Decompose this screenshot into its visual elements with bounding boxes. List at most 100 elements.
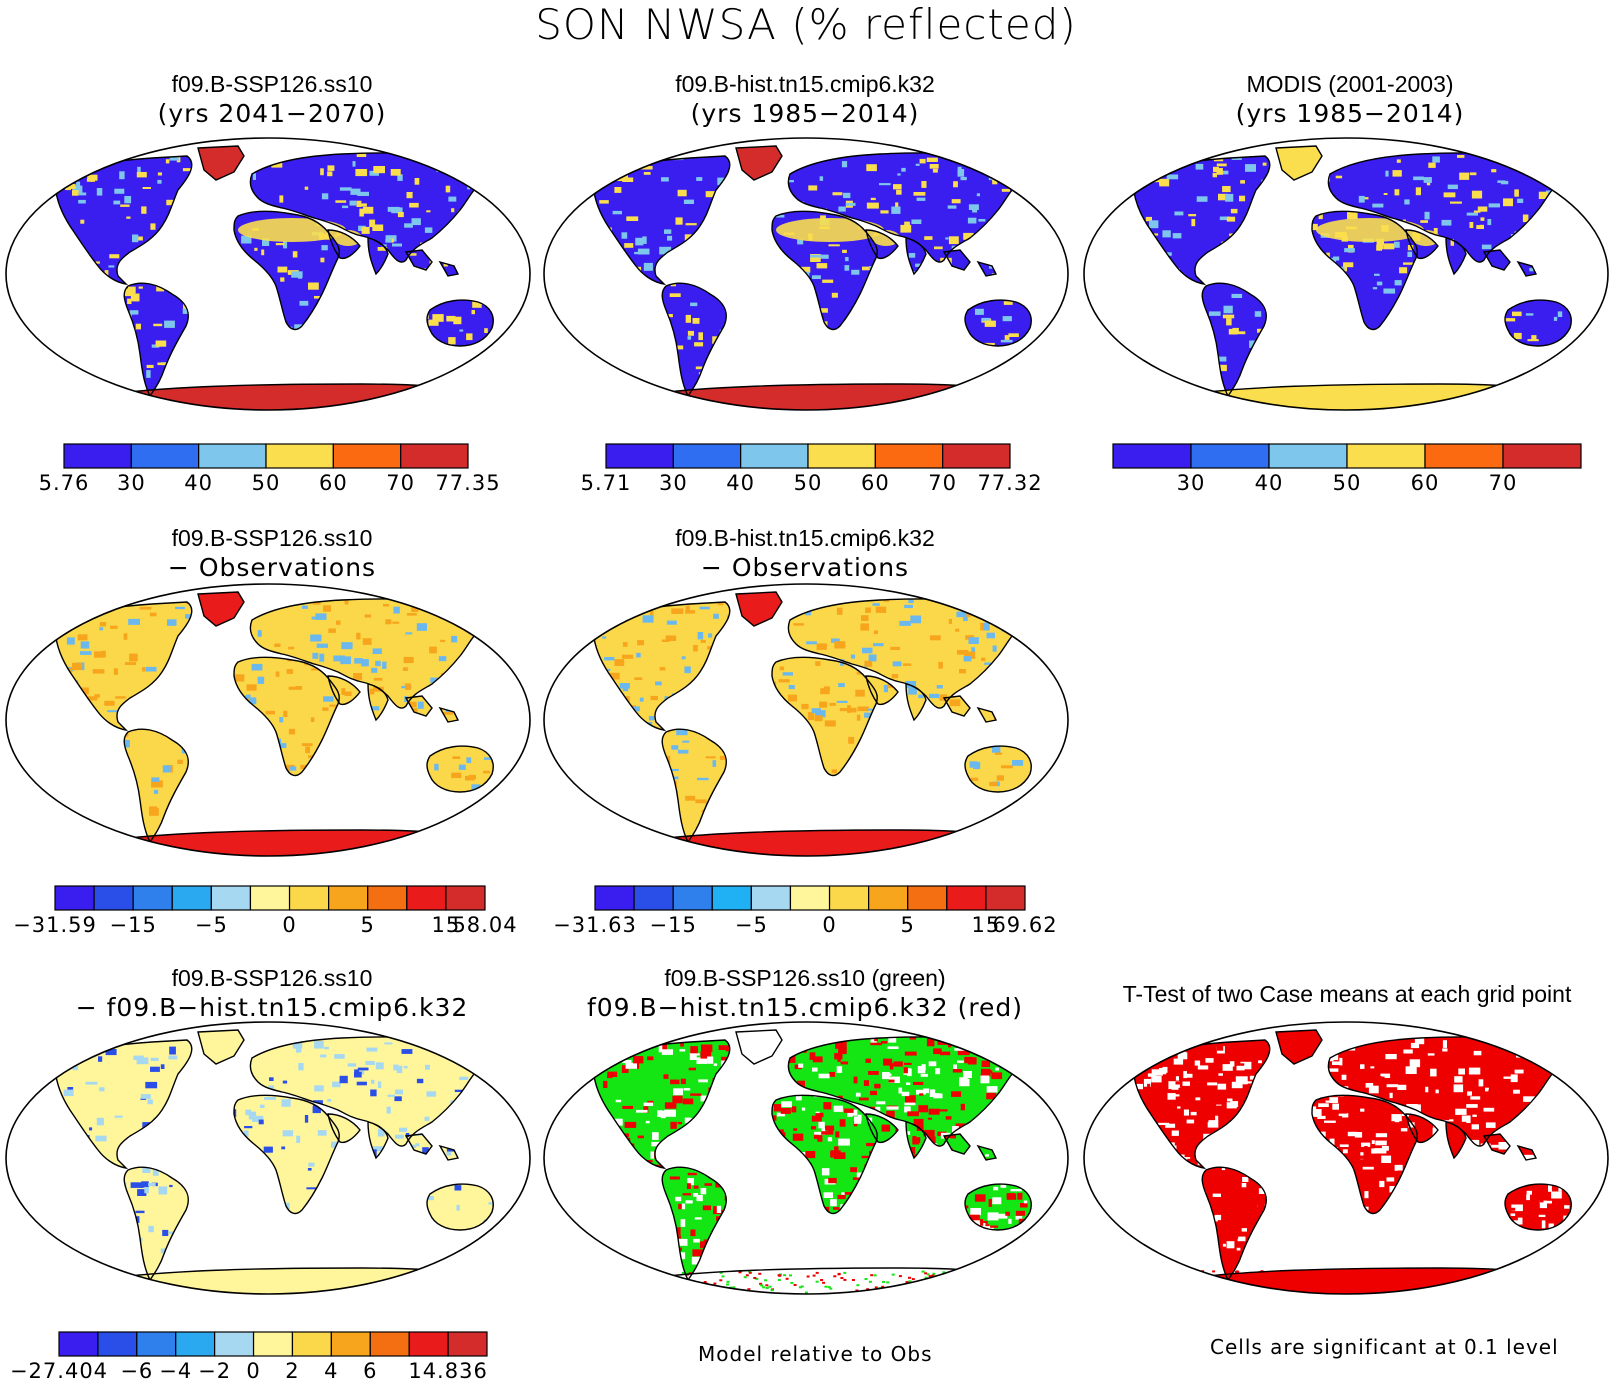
colorbar-tick-label: −15 [650, 913, 697, 937]
panel-1-title-line2: (yrs 2041−2070) [12, 99, 532, 128]
colorbar-swatch [131, 444, 198, 468]
colorbar-tick-label: −4 [159, 1359, 192, 1383]
colorbar-panel-5 [594, 885, 1026, 911]
panel-6-title-line1: f09.B-SSP126.ss10 [12, 964, 532, 993]
colorbar-swatch [199, 444, 266, 468]
panel-5-title-line1: f09.B-hist.tn15.cmip6.k32 [545, 524, 1065, 553]
colorbar-swatch [790, 886, 829, 910]
colorbar-tick-label: 77.32 [977, 471, 1042, 495]
colorbar-swatch [448, 1332, 487, 1356]
colorbar-tick-label: −15 [110, 913, 157, 937]
colorbar-tick-label: 50 [794, 471, 823, 495]
colorbar-swatch [1269, 444, 1347, 468]
colorbar-swatch [751, 886, 790, 910]
model-relative-note: Model relative to Obs [698, 1342, 933, 1366]
colorbar-tick-label: −31.59 [13, 913, 97, 937]
colorbar-tick-label: 5.76 [39, 471, 90, 495]
colorbar-tick-label: 5.71 [581, 471, 632, 495]
colorbar-tick-label: −5 [195, 913, 228, 937]
colorbar-tick-label: 2 [285, 1359, 299, 1383]
colorbar-tick-label: 14.836 [408, 1359, 487, 1383]
panel-title-1: f09.B-SSP126.ss10 (yrs 2041−2070) [12, 70, 532, 128]
colorbar-tick-label: 60 [1411, 471, 1440, 495]
map-panel-8 [1080, 1018, 1612, 1298]
colorbar-tick-label: −27.404 [10, 1359, 108, 1383]
colorbar-swatch [172, 886, 211, 910]
colorbar-swatch [292, 1332, 331, 1356]
colorbar-swatch [1191, 444, 1269, 468]
colorbar-swatch [254, 1332, 293, 1356]
colorbar-swatch [368, 886, 407, 910]
colorbar-tick-label: 77.35 [435, 471, 500, 495]
colorbar-tick-label: 60 [319, 471, 348, 495]
colorbar-tick-label: 5 [901, 913, 915, 937]
panel-3-title-line2: (yrs 1985−2014) [1090, 99, 1610, 128]
figure-title: SON NWSA (% reflected) [0, 0, 1612, 49]
colorbar-swatch [673, 444, 740, 468]
panel-3-title-line1: MODIS (2001-2003) [1090, 70, 1610, 99]
colorbar-swatch [266, 444, 333, 468]
colorbar-swatch [333, 444, 400, 468]
colorbar-panel-2 [605, 443, 1011, 469]
colorbar-tick-label: −5 [735, 913, 768, 937]
colorbar-swatch [634, 886, 673, 910]
colorbar-swatch [1113, 444, 1191, 468]
colorbar-tick-label: 50 [252, 471, 281, 495]
colorbar-swatch [595, 886, 634, 910]
colorbar-swatch [875, 444, 942, 468]
colorbar-swatch [446, 886, 485, 910]
colorbar-tick-label: 6 [363, 1359, 377, 1383]
map-panel-5 [540, 580, 1072, 860]
colorbar-tick-label: 70 [1489, 471, 1518, 495]
colorbar-swatch [176, 1332, 215, 1356]
colorbar-panel-4 [54, 885, 486, 911]
colorbar-tick-label: 0 [282, 913, 296, 937]
colorbar-tick-label: 40 [726, 471, 755, 495]
colorbar-swatch [401, 444, 468, 468]
colorbar-swatch [943, 444, 1010, 468]
map-panel-7 [540, 1018, 1072, 1298]
colorbar-swatch [215, 1332, 254, 1356]
colorbar-swatch [1425, 444, 1503, 468]
colorbar-tick-label: 40 [1255, 471, 1284, 495]
colorbar-swatch [808, 444, 875, 468]
colorbar-swatch [741, 444, 808, 468]
colorbar-swatch [947, 886, 986, 910]
colorbar-tick-label: 58.04 [452, 913, 517, 937]
colorbar-swatch [94, 886, 133, 910]
colorbar-tick-label: 60 [861, 471, 890, 495]
panel-5-title-line2: − Observations [545, 553, 1065, 582]
colorbar-tick-label: 30 [117, 471, 146, 495]
map-panel-1 [2, 134, 534, 414]
colorbar-tick-label: −2 [198, 1359, 231, 1383]
colorbar-tick-label: 30 [1177, 471, 1206, 495]
colorbar-tick-label: 69.62 [992, 913, 1057, 937]
colorbar-swatch [869, 886, 908, 910]
colorbar-swatch [55, 886, 94, 910]
map-panel-2 [540, 134, 1072, 414]
colorbar-swatch [64, 444, 131, 468]
colorbar-tick-label: 5 [361, 913, 375, 937]
colorbar-swatch [331, 1332, 370, 1356]
colorbar-swatch [407, 886, 446, 910]
colorbar-tick-label: −31.63 [553, 913, 637, 937]
colorbar-swatch [908, 886, 947, 910]
colorbar-tick-label: 0 [246, 1359, 260, 1383]
colorbar-tick-label: 70 [386, 471, 415, 495]
colorbar-tick-label: 4 [324, 1359, 338, 1383]
panel-title-8: T-Test of two Case means at each grid po… [1082, 980, 1612, 1009]
colorbar-tick-label: 0 [822, 913, 836, 937]
colorbar-tick-label: 70 [928, 471, 957, 495]
colorbar-panel-1 [63, 443, 469, 469]
colorbar-swatch [250, 886, 289, 910]
colorbar-swatch [830, 886, 869, 910]
colorbar-swatch [712, 886, 751, 910]
colorbar-swatch [133, 886, 172, 910]
panel-title-5: f09.B-hist.tn15.cmip6.k32 − Observations [545, 524, 1065, 582]
colorbar-swatch [986, 886, 1025, 910]
panel-title-7: f09.B-SSP126.ss10 (green) f09.B−hist.tn1… [545, 964, 1065, 1022]
colorbar-swatch [1347, 444, 1425, 468]
panel-4-title-line2: − Observations [12, 553, 532, 582]
panel-1-title-line1: f09.B-SSP126.ss10 [12, 70, 532, 99]
colorbar-tick-label: −6 [120, 1359, 153, 1383]
